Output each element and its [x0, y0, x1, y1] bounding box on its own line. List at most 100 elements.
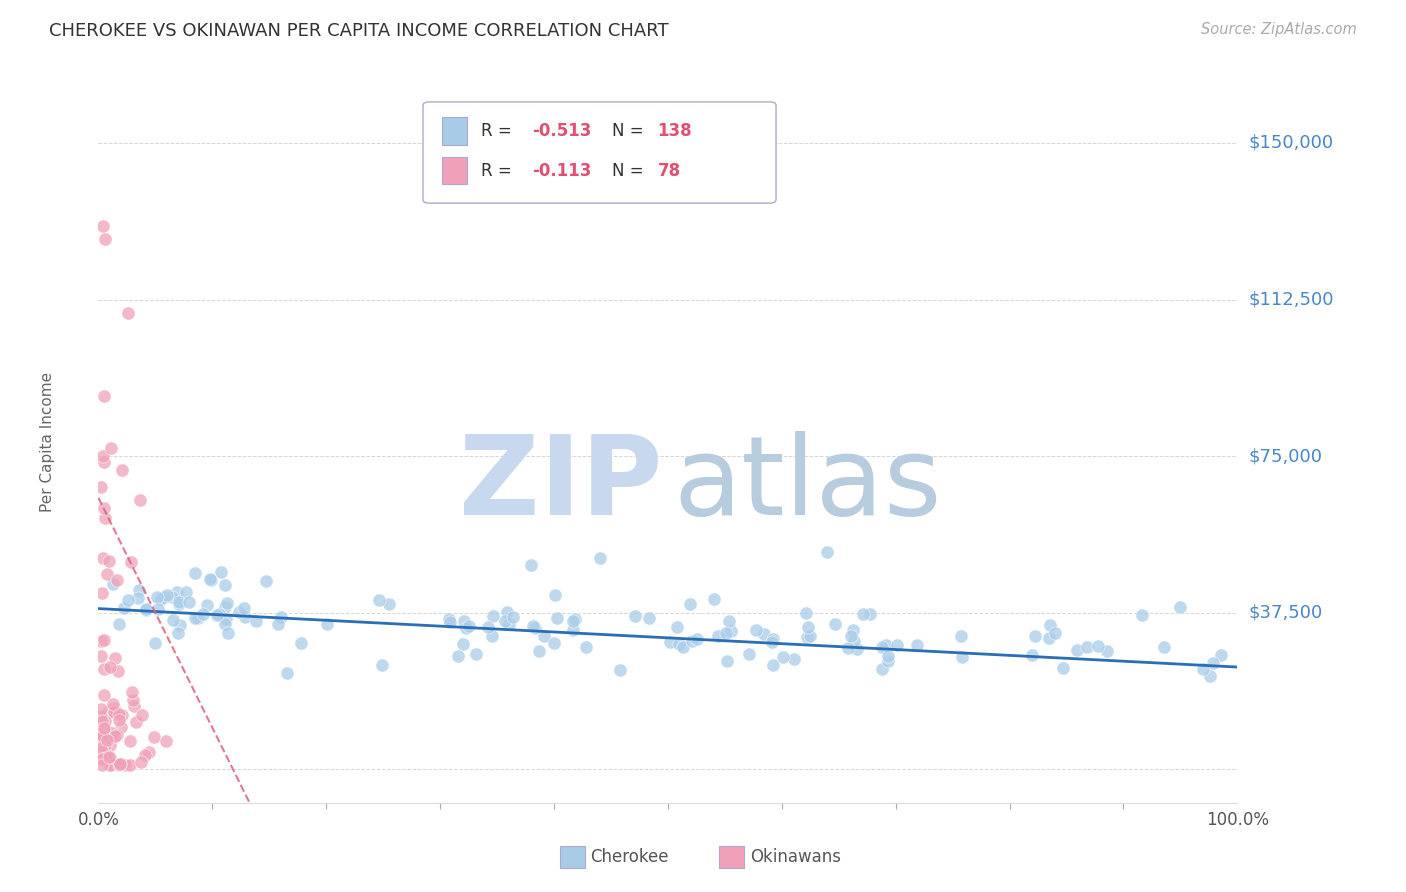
- Point: [129, 492, 152, 507]
- Point: [131, 708, 153, 723]
- Point: [1202, 656, 1225, 670]
- Point: [454, 621, 477, 635]
- Text: Okinawans: Okinawans: [749, 848, 841, 866]
- Point: [668, 637, 690, 651]
- Point: [799, 628, 821, 642]
- Point: [378, 597, 401, 611]
- Point: [707, 629, 730, 643]
- Bar: [443, 117, 467, 145]
- Point: [108, 707, 131, 722]
- Point: [94, 731, 117, 746]
- Point: [101, 725, 124, 739]
- Point: [609, 663, 631, 677]
- Bar: [560, 847, 585, 868]
- Point: [217, 625, 239, 640]
- Point: [214, 617, 236, 632]
- Text: $37,500: $37,500: [1249, 604, 1323, 622]
- Point: [145, 636, 167, 650]
- Point: [91, 753, 114, 767]
- Text: atlas: atlas: [673, 432, 942, 539]
- Point: [200, 572, 222, 586]
- Point: [371, 657, 394, 672]
- Point: [91, 758, 114, 772]
- Point: [134, 747, 156, 762]
- Point: [453, 614, 475, 628]
- FancyBboxPatch shape: [423, 102, 776, 203]
- Point: [214, 578, 236, 592]
- Point: [94, 511, 117, 525]
- Text: -0.113: -0.113: [533, 161, 592, 179]
- Point: [703, 591, 725, 606]
- Point: [128, 583, 150, 598]
- Point: [1039, 618, 1062, 632]
- Point: [522, 619, 544, 633]
- Point: [176, 584, 198, 599]
- Point: [824, 617, 846, 632]
- Point: [120, 555, 142, 569]
- Point: [717, 615, 740, 629]
- Point: [870, 640, 893, 654]
- Point: [315, 617, 337, 632]
- Point: [1038, 631, 1060, 645]
- Text: Per Capita Income: Per Capita Income: [39, 371, 55, 512]
- Point: [544, 589, 567, 603]
- Point: [122, 693, 145, 707]
- Point: [852, 607, 875, 622]
- Point: [183, 610, 205, 624]
- Point: [90, 634, 112, 648]
- Point: [561, 624, 583, 638]
- Point: [98, 758, 121, 772]
- Point: [103, 705, 125, 719]
- Point: [1024, 629, 1046, 643]
- Point: [96, 733, 118, 747]
- Point: [108, 756, 131, 771]
- Point: [117, 593, 139, 607]
- Point: [681, 634, 703, 648]
- Point: [120, 758, 142, 772]
- Point: [117, 306, 139, 320]
- Point: [153, 590, 176, 604]
- Point: [215, 612, 238, 626]
- Point: [482, 608, 505, 623]
- Point: [111, 463, 134, 477]
- Point: [91, 729, 114, 743]
- Point: [481, 630, 503, 644]
- Point: [543, 636, 565, 650]
- Text: R =: R =: [481, 122, 517, 140]
- Point: [108, 758, 131, 772]
- Point: [94, 723, 117, 737]
- Point: [107, 664, 129, 678]
- Point: [439, 612, 461, 626]
- Point: [839, 629, 862, 643]
- Point: [1130, 607, 1153, 622]
- Point: [191, 607, 214, 622]
- Text: R =: R =: [481, 161, 517, 179]
- Point: [167, 595, 190, 609]
- Point: [588, 551, 610, 566]
- Text: $112,500: $112,500: [1249, 291, 1334, 309]
- Point: [93, 739, 115, 753]
- Point: [93, 455, 115, 469]
- Point: [447, 649, 470, 664]
- Point: [167, 597, 190, 611]
- Point: [233, 609, 256, 624]
- Point: [228, 605, 250, 619]
- Point: [103, 701, 125, 715]
- Point: [254, 574, 277, 588]
- Point: [267, 617, 290, 632]
- Point: [93, 721, 115, 735]
- Point: [477, 620, 499, 634]
- Point: [458, 619, 481, 633]
- Point: [200, 573, 222, 587]
- Point: [105, 728, 128, 742]
- Point: [761, 635, 783, 649]
- Text: $150,000: $150,000: [1249, 134, 1333, 152]
- Point: [114, 757, 136, 772]
- Point: [91, 743, 114, 757]
- Point: [575, 640, 598, 654]
- Text: 78: 78: [658, 161, 681, 179]
- Text: CHEROKEE VS OKINAWAN PER CAPITA INCOME CORRELATION CHART: CHEROKEE VS OKINAWAN PER CAPITA INCOME C…: [49, 22, 669, 40]
- Point: [233, 601, 256, 615]
- Point: [886, 638, 908, 652]
- Point: [138, 745, 160, 759]
